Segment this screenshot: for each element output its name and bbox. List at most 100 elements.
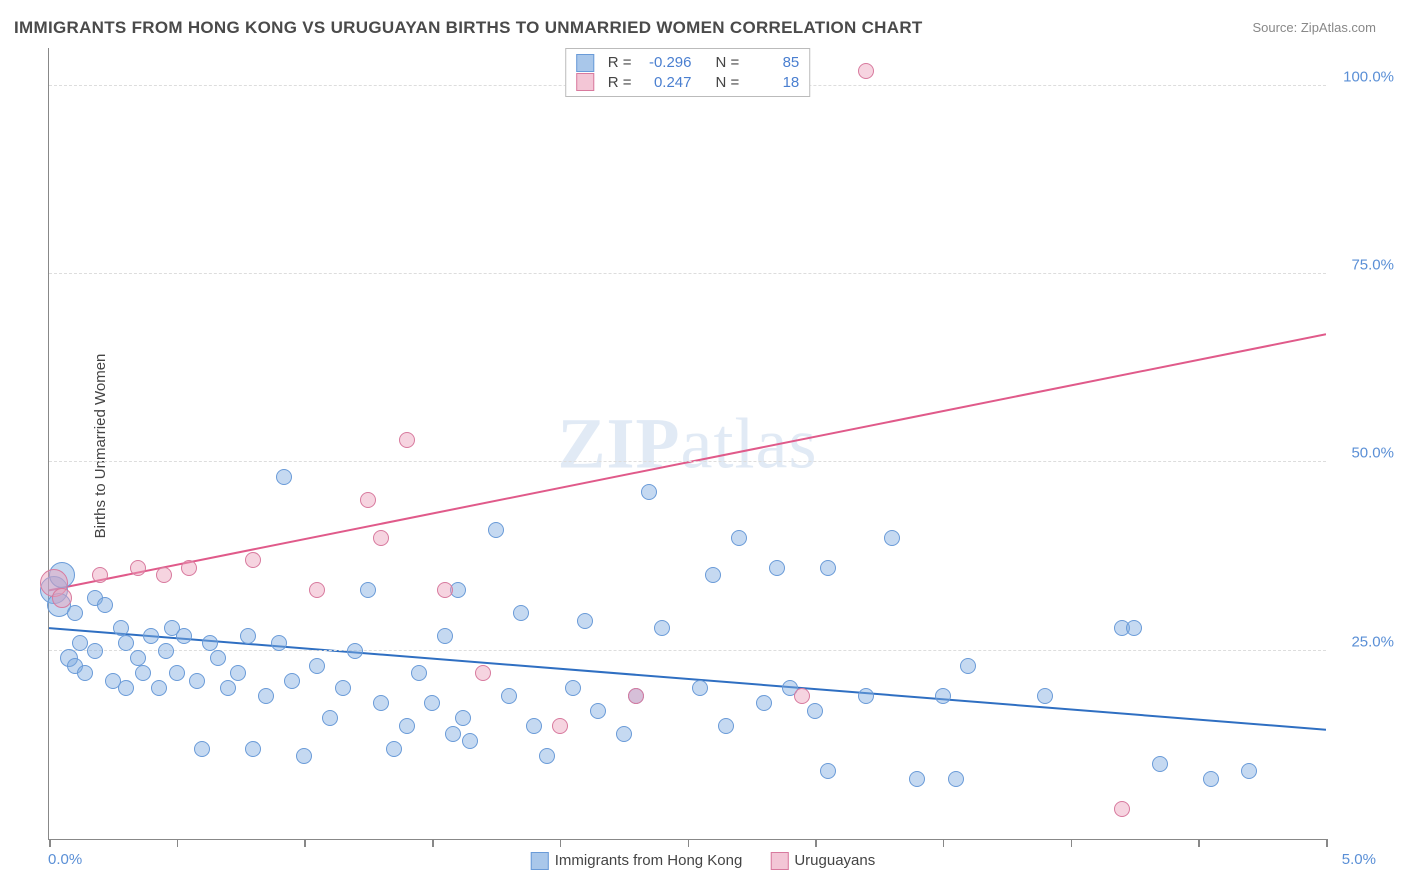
scatter-point xyxy=(807,703,823,719)
scatter-point xyxy=(628,688,644,704)
scatter-point xyxy=(189,673,205,689)
scatter-point xyxy=(565,680,581,696)
legend-row-series-2: R = 0.247 N = 18 xyxy=(576,73,800,93)
scatter-point xyxy=(909,771,925,787)
scatter-point xyxy=(194,741,210,757)
r-label: R = xyxy=(608,53,632,73)
scatter-point xyxy=(948,771,964,787)
scatter-point xyxy=(820,560,836,576)
scatter-point xyxy=(884,530,900,546)
scatter-point xyxy=(756,695,772,711)
scatter-point xyxy=(335,680,351,696)
scatter-point xyxy=(202,635,218,651)
scatter-point xyxy=(858,63,874,79)
source-link[interactable]: ZipAtlas.com xyxy=(1301,20,1376,35)
scatter-point xyxy=(158,643,174,659)
scatter-point xyxy=(97,597,113,613)
r-value-2: 0.247 xyxy=(640,73,692,93)
scatter-point xyxy=(539,748,555,764)
n-label: N = xyxy=(716,73,740,93)
scatter-point xyxy=(360,492,376,508)
watermark-rest: atlas xyxy=(681,403,818,483)
scatter-point xyxy=(77,665,93,681)
scatter-point xyxy=(718,718,734,734)
x-tick xyxy=(560,839,562,847)
scatter-point xyxy=(731,530,747,546)
x-tick xyxy=(1071,839,1073,847)
scatter-point xyxy=(245,741,261,757)
scatter-point xyxy=(360,582,376,598)
x-tick xyxy=(1198,839,1200,847)
scatter-point xyxy=(526,718,542,734)
scatter-point xyxy=(309,658,325,674)
scatter-point xyxy=(590,703,606,719)
x-tick xyxy=(49,839,51,847)
legend-swatch-2 xyxy=(576,73,594,91)
scatter-point xyxy=(176,628,192,644)
scatter-point xyxy=(230,665,246,681)
scatter-plot-area: ZIPatlas R = -0.296 N = 85 R = 0.247 N =… xyxy=(48,48,1326,840)
scatter-point xyxy=(347,643,363,659)
scatter-point xyxy=(87,643,103,659)
scatter-point xyxy=(118,680,134,696)
scatter-point xyxy=(769,560,785,576)
scatter-point xyxy=(156,567,172,583)
y-tick-label: 25.0% xyxy=(1351,633,1394,650)
scatter-point xyxy=(130,650,146,666)
scatter-point xyxy=(501,688,517,704)
scatter-point xyxy=(411,665,427,681)
scatter-point xyxy=(692,680,708,696)
scatter-point xyxy=(424,695,440,711)
scatter-point xyxy=(169,665,185,681)
x-tick xyxy=(943,839,945,847)
legend-item-2: Uruguayans xyxy=(770,852,875,870)
series-legend: Immigrants from Hong Kong Uruguayans xyxy=(531,852,875,870)
legend-label-2: Uruguayans xyxy=(794,852,875,869)
scatter-point xyxy=(92,567,108,583)
scatter-point xyxy=(960,658,976,674)
gridline xyxy=(49,461,1326,462)
scatter-point xyxy=(513,605,529,621)
scatter-point xyxy=(181,560,197,576)
scatter-point xyxy=(1126,620,1142,636)
scatter-point xyxy=(276,469,292,485)
scatter-point xyxy=(437,582,453,598)
r-label: R = xyxy=(608,73,632,93)
x-tick xyxy=(304,839,306,847)
scatter-point xyxy=(245,552,261,568)
scatter-point xyxy=(462,733,478,749)
legend-item-1: Immigrants from Hong Kong xyxy=(531,852,743,870)
scatter-point xyxy=(794,688,810,704)
scatter-point xyxy=(309,582,325,598)
scatter-point xyxy=(386,741,402,757)
scatter-point xyxy=(488,522,504,538)
scatter-point xyxy=(130,560,146,576)
scatter-point xyxy=(1152,756,1168,772)
scatter-point xyxy=(654,620,670,636)
scatter-point xyxy=(935,688,951,704)
n-label: N = xyxy=(716,53,740,73)
scatter-point xyxy=(67,605,83,621)
legend-row-series-1: R = -0.296 N = 85 xyxy=(576,53,800,73)
source-attribution: Source: ZipAtlas.com xyxy=(1252,20,1376,35)
x-tick xyxy=(432,839,434,847)
scatter-point xyxy=(210,650,226,666)
scatter-point xyxy=(52,588,72,608)
n-value-2: 18 xyxy=(747,73,799,93)
scatter-point xyxy=(284,673,300,689)
scatter-point xyxy=(577,613,593,629)
watermark: ZIPatlas xyxy=(558,402,818,485)
scatter-point xyxy=(322,710,338,726)
scatter-point xyxy=(373,695,389,711)
scatter-point xyxy=(1114,801,1130,817)
scatter-point xyxy=(616,726,632,742)
scatter-point xyxy=(373,530,389,546)
watermark-bold: ZIP xyxy=(558,403,681,483)
y-tick-label: 75.0% xyxy=(1351,257,1394,274)
r-value-1: -0.296 xyxy=(640,53,692,73)
n-value-1: 85 xyxy=(747,53,799,73)
scatter-point xyxy=(552,718,568,734)
x-tick xyxy=(815,839,817,847)
scatter-point xyxy=(475,665,491,681)
scatter-point xyxy=(437,628,453,644)
